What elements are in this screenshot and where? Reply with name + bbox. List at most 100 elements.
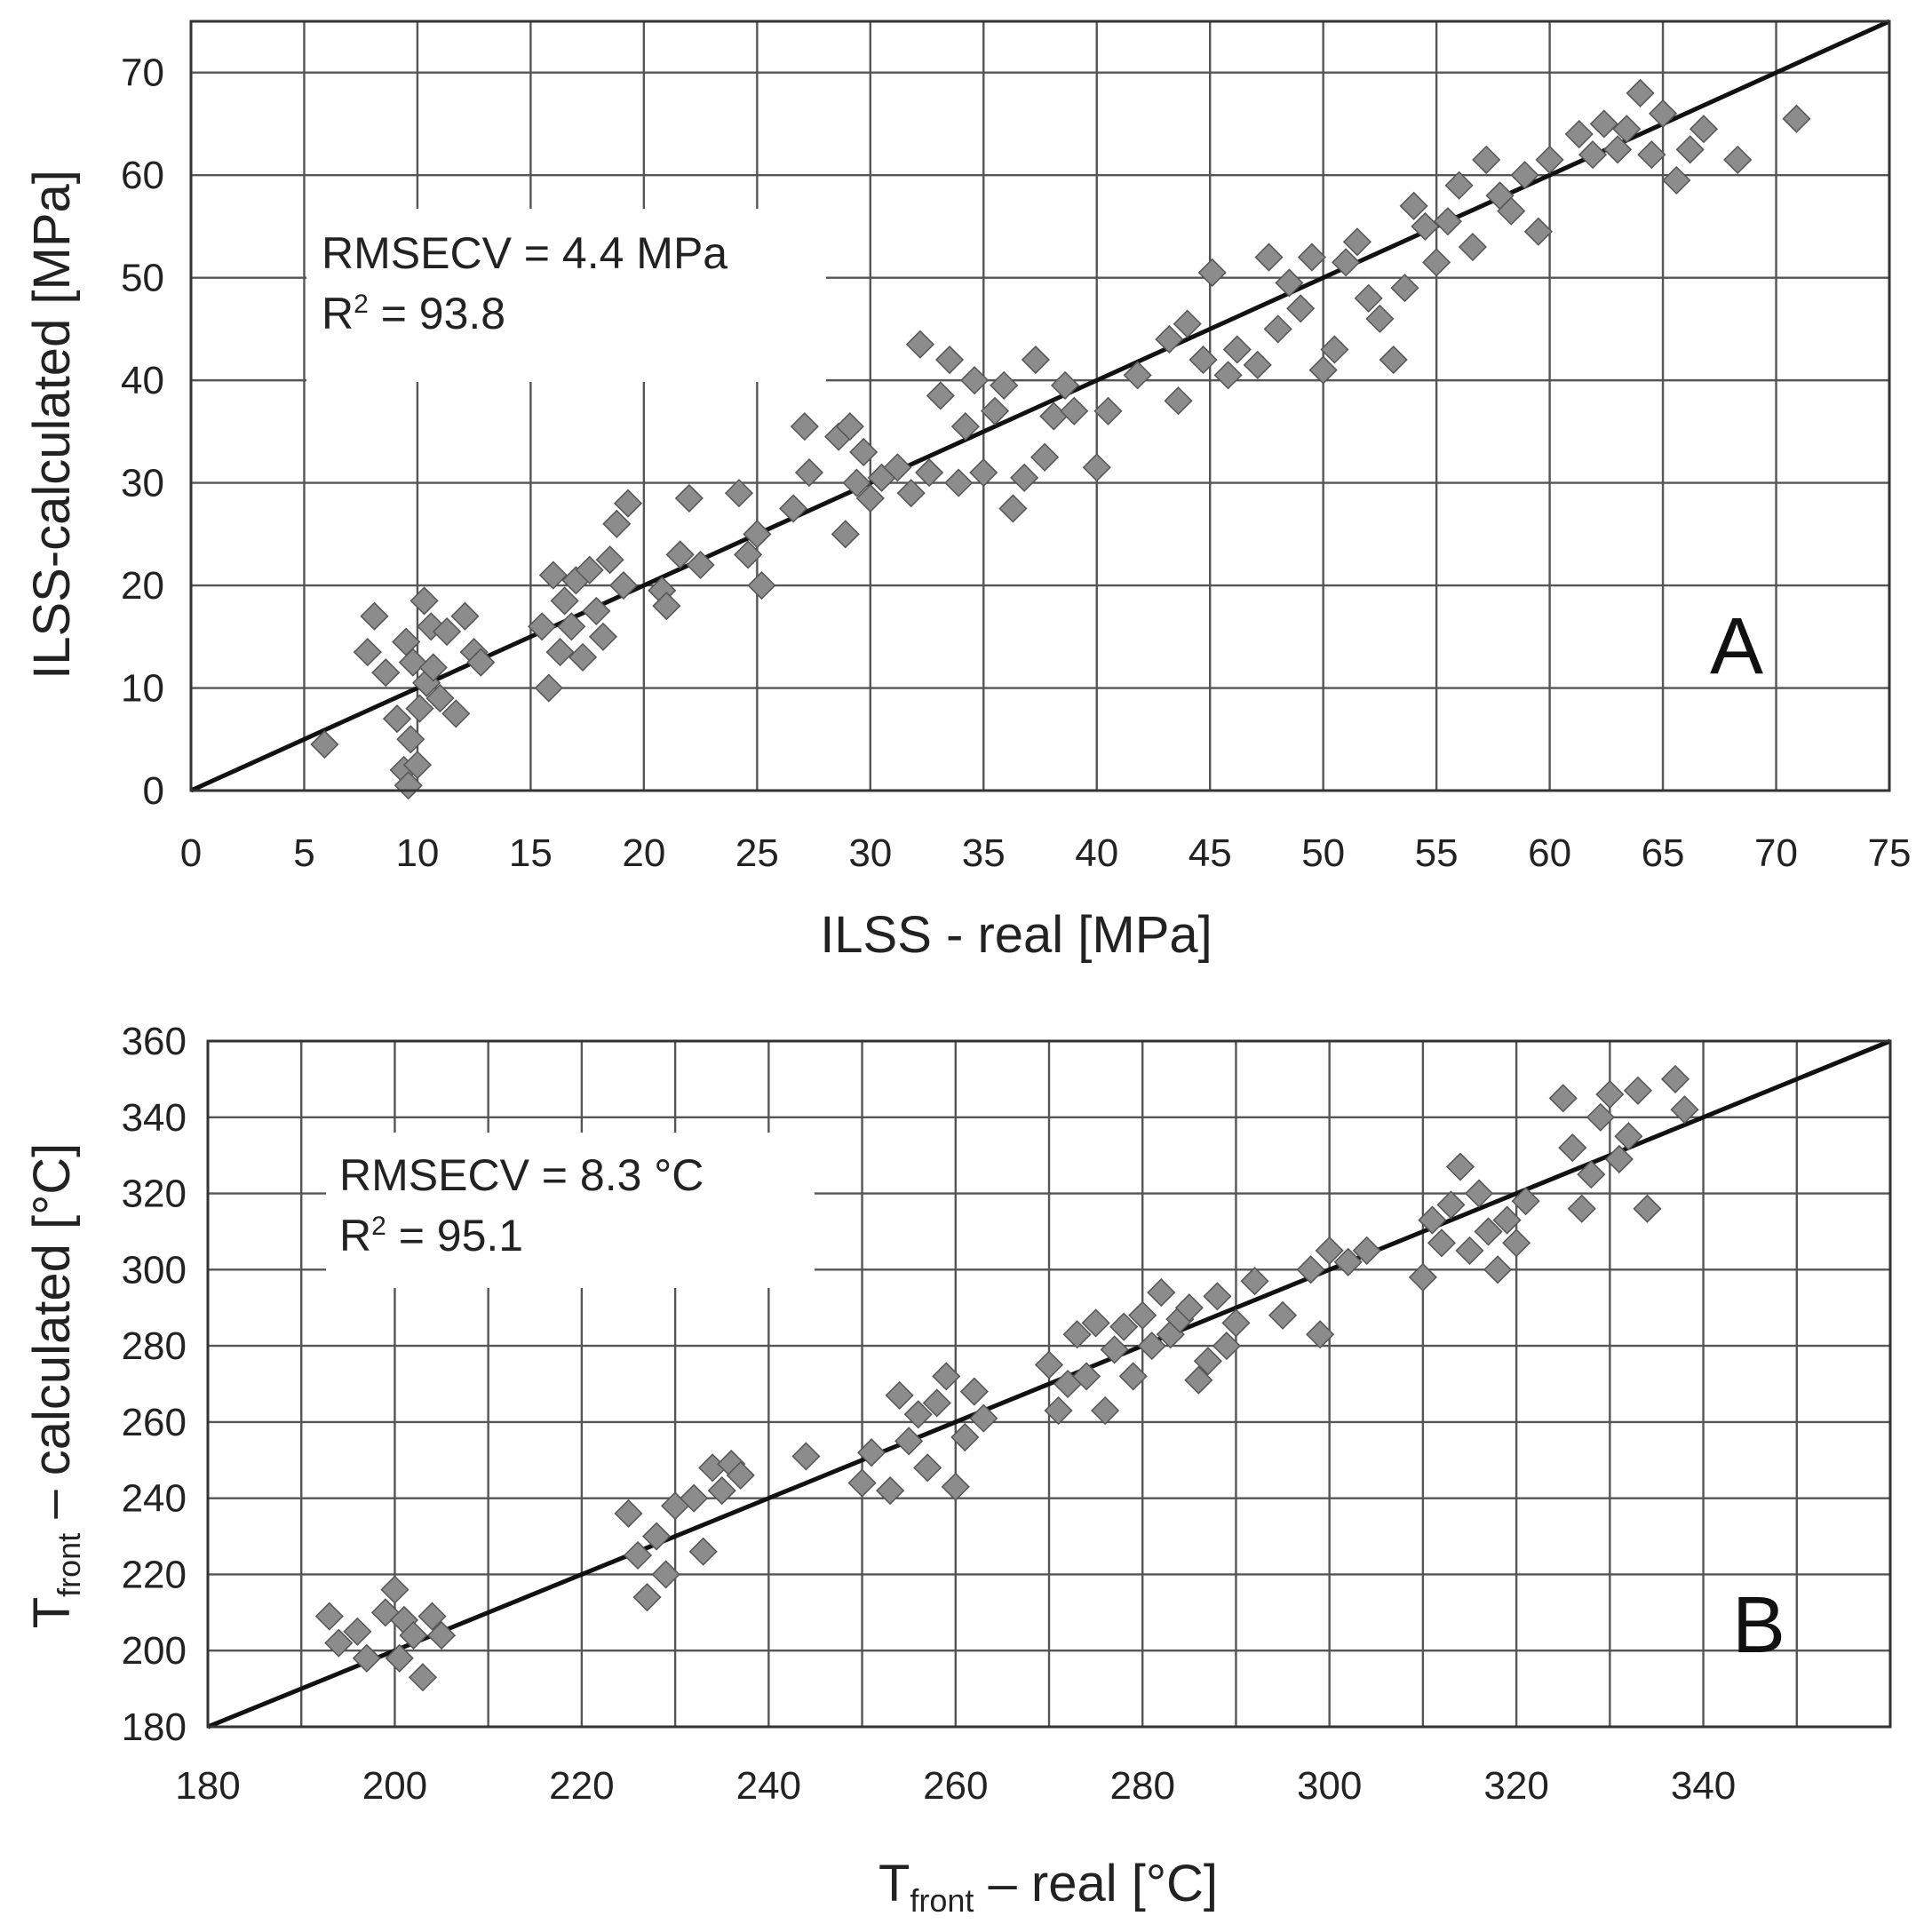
- panel-a-point-56: [883, 453, 912, 482]
- panel-b-x-tick-labels: 180 200 220 240 260 280 300 320 340: [175, 1764, 1736, 1808]
- panel-a-point-123: [1782, 104, 1811, 133]
- panel-a-point-4: [382, 704, 412, 734]
- panel-a-x-tick-2: 10: [395, 831, 439, 875]
- panel-b-x-tick-8: 340: [1671, 1764, 1736, 1808]
- panel-a-point-85: [1243, 350, 1272, 379]
- panel-a-y-tick-7: 70: [121, 52, 164, 95]
- panel-a-point-100: [1411, 211, 1440, 241]
- panel-a-point-10: [402, 751, 432, 780]
- panel-a-y-tick-3: 30: [121, 462, 164, 505]
- panel-b-point-27: [876, 1476, 905, 1506]
- panel-b-point-63: [1315, 1236, 1344, 1265]
- panel-b-point-38: [1034, 1350, 1064, 1379]
- panel-a-x-tick-14: 70: [1754, 831, 1798, 875]
- panel-b-point-26: [857, 1438, 886, 1467]
- panel-a-point-69: [1010, 463, 1039, 492]
- panel-a-point-77: [1123, 361, 1152, 390]
- panel-b-point-32: [922, 1388, 951, 1418]
- panel-b-annotation-box: [326, 1133, 815, 1288]
- panel-a-point-103: [1444, 171, 1474, 200]
- panel-a-point-38: [652, 592, 681, 621]
- panel-a-regression-line: [189, 19, 1891, 793]
- panel-a-point-99: [1399, 191, 1428, 220]
- panel-a-x-tick-5: 25: [735, 831, 779, 875]
- panel-b-point-43: [1081, 1308, 1110, 1338]
- panel-b-point-46: [1109, 1312, 1139, 1341]
- panel-b-point-83: [1595, 1079, 1625, 1109]
- panel-b-y-tick-5: 280: [122, 1324, 187, 1368]
- panel-b-y-tick-7: 320: [122, 1173, 187, 1216]
- panel-b-rmsecv-label: RMSECV = 8.3 °C: [339, 1150, 704, 1200]
- panel-a-point-2: [360, 601, 389, 631]
- panel-b-point-23: [726, 1460, 755, 1490]
- panel-a-point-17: [433, 616, 462, 647]
- panel-a-x-tick-3: 15: [509, 831, 553, 875]
- panel-b-point-42: [1072, 1362, 1101, 1391]
- panel-b-x-axis-label: Tfront – real [°C]: [879, 1855, 1218, 1919]
- panel-b-x-tick-1: 200: [362, 1764, 427, 1808]
- panel-a-x-tick-12: 60: [1528, 831, 1571, 875]
- panel-a-r2-label: R2 = 93.8: [322, 289, 505, 338]
- panel-a-point-107: [1497, 196, 1526, 226]
- panel-a-point-98: [1390, 274, 1419, 303]
- panel-b-point-88: [1660, 1064, 1690, 1093]
- panel-a-x-tick-labels: 0 5 10 15 20 25 30 35 40 45 50 55 60 65 70 75: [180, 831, 1912, 875]
- panel-a-x-tick-4: 20: [622, 831, 665, 875]
- panel-a-x-tick-15: 75: [1868, 831, 1912, 875]
- panel-b-x-tick-5: 280: [1110, 1764, 1175, 1808]
- panel-a-point-93: [1332, 248, 1361, 277]
- panel-b-y-tick-labels: 180 200 220 240 260 280 300 320 340 360: [122, 1020, 187, 1749]
- panel-b-point-5: [380, 1575, 409, 1604]
- panel-a-points: [310, 78, 1811, 800]
- panel-a-point-25: [545, 638, 575, 667]
- panel-b-point-62: [1306, 1320, 1335, 1349]
- panel-a-point-53: [849, 437, 879, 467]
- panel-a-point-42: [724, 479, 753, 508]
- panel-a-point-111: [1564, 119, 1594, 149]
- panel-a-point-116: [1626, 78, 1655, 107]
- panel-a-point-11: [405, 694, 434, 723]
- panel-a-x-tick-9: 45: [1189, 831, 1232, 875]
- panel-b: 180 200 220 240 260 280 300 320 340 180 200 220 240…: [23, 1020, 1892, 1919]
- panel-a-point-90: [1297, 242, 1326, 272]
- panel-a-point-101: [1422, 248, 1451, 277]
- panel-a-point-19: [450, 601, 480, 631]
- panel-a-x-axis-label: ILSS - real [MPa]: [820, 906, 1212, 964]
- panel-a-x-tick-7: 35: [962, 831, 1006, 875]
- panel-b-point-6: [385, 1643, 414, 1673]
- panel-a-point-23: [534, 673, 563, 703]
- panel-b-y-axis-label: Tfront – calculated [°C]: [23, 1143, 87, 1629]
- panel-b-point-80: [1567, 1194, 1596, 1223]
- panel-a-point-50: [831, 520, 860, 549]
- panel-a-point-121: [1689, 115, 1719, 144]
- panel-b-point-56: [1203, 1282, 1232, 1311]
- panel-b-y-tick-6: 300: [122, 1248, 187, 1292]
- panel-b-point-69: [1436, 1190, 1466, 1220]
- panel-b-point-49: [1137, 1332, 1166, 1361]
- panel-b-point-57: [1212, 1332, 1241, 1361]
- panel-a-point-78: [1155, 324, 1184, 354]
- panel-b-point-50: [1147, 1278, 1176, 1308]
- panel-a-point-79: [1164, 386, 1193, 416]
- panel-a-plot-frame: [189, 20, 1891, 792]
- panel-b-point-25: [847, 1468, 877, 1498]
- panel-a-x-tick-8: 40: [1075, 831, 1118, 875]
- panel-a-point-86: [1254, 242, 1284, 272]
- panel-a-point-51: [835, 412, 864, 441]
- panel-a-fit-line: [189, 19, 1891, 793]
- panel-b-point-28: [885, 1380, 914, 1410]
- panel-a-point-118: [1649, 99, 1678, 128]
- panel-a-point-60: [926, 381, 955, 410]
- panel-a-y-tick-0: 0: [143, 769, 164, 813]
- panel-b-point-31: [913, 1453, 942, 1483]
- panel-a-point-119: [1662, 165, 1691, 195]
- panel-a-point-52: [842, 468, 871, 497]
- panel-a-point-26: [550, 586, 579, 616]
- panel-b-x-tick-7: 320: [1483, 1764, 1548, 1808]
- panel-a-point-0: [310, 729, 339, 759]
- panel-a-point-24: [538, 561, 568, 590]
- panel-a-point-15: [418, 653, 448, 682]
- panel-a-point-33: [595, 545, 624, 575]
- panel-a-point-9: [398, 648, 427, 677]
